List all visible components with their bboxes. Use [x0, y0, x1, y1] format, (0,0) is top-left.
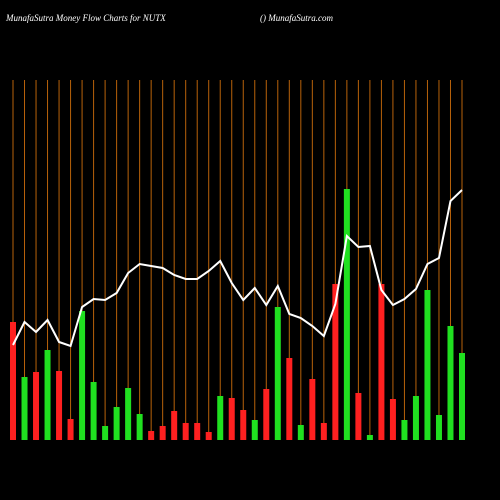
bar: [412, 396, 419, 440]
bar: [10, 322, 16, 440]
bar: [125, 388, 132, 440]
bar: [459, 353, 465, 440]
bar: [67, 419, 74, 440]
bar: [401, 420, 408, 440]
money-flow-line: [12, 189, 463, 348]
bar: [194, 423, 201, 440]
bar: [79, 311, 86, 440]
bar: [286, 358, 293, 440]
chart-title: MunafaSutra Money Flow Charts for NUTX: [5, 13, 166, 23]
bar: [56, 371, 63, 440]
bar: [424, 290, 431, 440]
bar: [33, 372, 40, 440]
bar: [182, 423, 189, 440]
bar: [44, 350, 51, 440]
bar: [90, 382, 97, 440]
bar: [102, 426, 109, 440]
chart-subtitle: () MunafaSutra.com: [260, 13, 333, 23]
bar: [435, 415, 442, 440]
bar: [21, 377, 28, 440]
bar: [297, 425, 304, 440]
bar: [240, 410, 247, 440]
bar: [447, 326, 454, 440]
bar: [205, 432, 212, 440]
bar: [309, 379, 316, 440]
bar: [136, 414, 143, 440]
bar: [274, 307, 281, 440]
bar: [159, 426, 166, 440]
bar: [366, 435, 373, 440]
bar: [320, 423, 327, 440]
bar: [171, 411, 178, 440]
bar: [217, 396, 224, 440]
bar: [113, 407, 120, 440]
bar: [355, 393, 362, 440]
bar: [332, 284, 339, 440]
bar: [378, 284, 385, 440]
bar: [228, 398, 235, 440]
bar: [343, 189, 350, 440]
bar: [251, 420, 258, 440]
bar: [263, 389, 270, 440]
bar: [389, 399, 396, 440]
bar: [148, 431, 155, 440]
